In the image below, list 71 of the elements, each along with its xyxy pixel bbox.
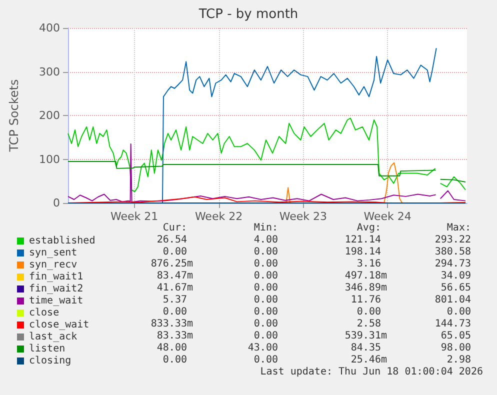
text: 0.00 [254, 306, 278, 318]
legend-label: fin_wait2 [29, 284, 84, 294]
legend-label: listen [29, 344, 66, 354]
text: 293.22 [434, 234, 471, 246]
text: 0.00 [254, 318, 278, 330]
text: 0.00 [254, 330, 278, 342]
legend-label: close_wait [29, 320, 90, 330]
legend-label: established [29, 236, 96, 246]
text: 83.47m [156, 270, 193, 282]
text: 56.65 [440, 282, 471, 294]
text: 4.00 [254, 234, 278, 246]
legend-label: close [29, 308, 60, 318]
text: 0.00 [162, 354, 187, 366]
text: Avg: [356, 222, 381, 234]
x-tick-label: Week 21 [110, 210, 158, 223]
text: Min: [254, 222, 278, 234]
text: 0.00 [254, 246, 278, 258]
y-tick-label: 0 [53, 196, 60, 210]
legend-label: syn_recv [29, 260, 78, 270]
x-tick-label: Week 22 [194, 210, 243, 223]
y-tick-label: 400 [39, 22, 60, 34]
text: 144.73 [434, 318, 471, 330]
text: 380.58 [434, 246, 471, 258]
legend-label: syn_sent [29, 248, 78, 258]
text: Last update: Thu Jun 18 01:00:04 2026 [260, 366, 483, 378]
text: 121.14 [344, 234, 381, 246]
text: 84.35 [350, 342, 381, 354]
x-tick-label: Week 23 [279, 210, 327, 223]
text: 83.33m [156, 330, 193, 342]
text: 26.54 [156, 234, 187, 246]
text: 0.00 [162, 306, 187, 318]
text: 539.31m [344, 330, 387, 342]
text: 43.00 [248, 342, 278, 354]
y-tick-label: 200 [39, 109, 60, 122]
text: Cur: [162, 222, 187, 234]
text: Max: [446, 222, 471, 234]
y-tick-label: 100 [39, 152, 60, 166]
y-axis-title: TCP Sockets [7, 79, 21, 153]
text: 41.67m [156, 282, 193, 294]
text: 0.00 [254, 258, 278, 270]
text: 497.18m [344, 270, 387, 282]
text: 65.05 [440, 330, 471, 342]
text: 48.00 [156, 342, 187, 354]
text: 0.00 [254, 270, 278, 282]
text: 11.76 [350, 294, 381, 306]
chart-title: TCP - by month [198, 7, 298, 22]
text: 0.00 [446, 306, 471, 318]
text: 0.00 [254, 354, 278, 366]
text: 833.33m [150, 318, 193, 330]
text: 25.46m [350, 354, 387, 366]
text: 2.58 [356, 318, 381, 330]
text: 34.09 [440, 270, 471, 282]
text: 876.25m [150, 258, 193, 270]
text: 0.00 [356, 306, 381, 318]
text: 0.00 [254, 294, 278, 306]
legend-label: time_wait [29, 296, 84, 306]
legend-label: closing [29, 356, 72, 366]
text: 0.00 [162, 246, 187, 258]
text: 3.16 [356, 258, 381, 270]
text: 294.73 [434, 258, 471, 270]
text: 0.00 [254, 282, 278, 294]
text: 5.37 [162, 294, 187, 306]
text: 801.04 [434, 294, 471, 306]
text: 98.00 [440, 342, 471, 354]
x-tick-label: Week 24 [364, 210, 412, 223]
text: 2.98 [446, 354, 471, 366]
text: 198.14 [344, 246, 381, 258]
legend-label: last_ack [29, 332, 78, 342]
text: 346.89m [344, 282, 387, 294]
y-tick-label: 300 [39, 65, 60, 78]
legend-label: fin_wait1 [29, 272, 84, 282]
